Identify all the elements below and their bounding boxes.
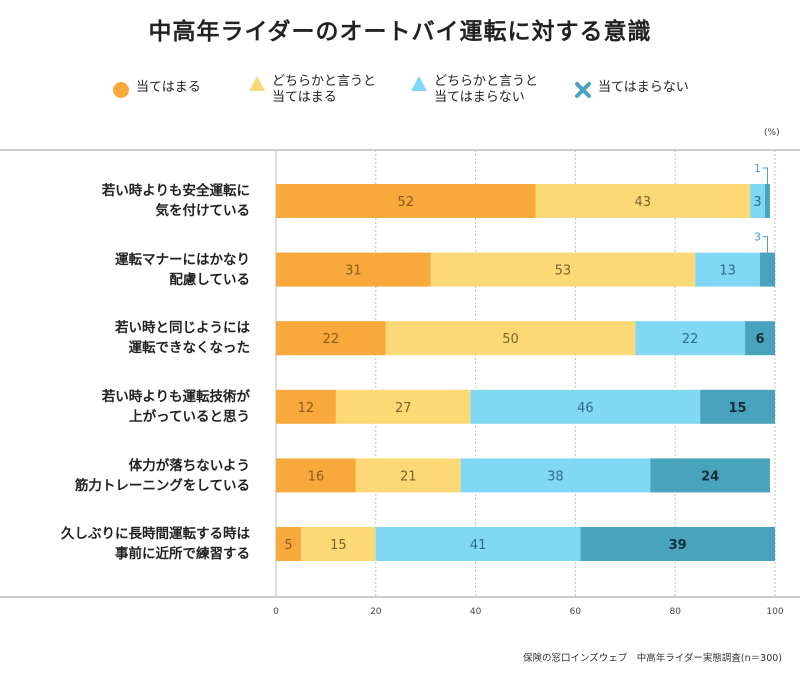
bar-segment bbox=[580, 527, 775, 561]
legend-label: どちらかと言うと 当てはまらない bbox=[434, 74, 538, 106]
bar-segment bbox=[276, 458, 356, 493]
category-label-3: 若い時よりも運転技術が 上がっていると思う bbox=[10, 387, 250, 427]
legend-label: 当てはまる bbox=[136, 80, 201, 95]
bar-segment bbox=[750, 184, 766, 218]
data-label: 41 bbox=[470, 538, 487, 553]
data-label: 22 bbox=[682, 332, 699, 347]
data-label: 22 bbox=[323, 332, 340, 347]
category-label-line: 若い時と同じようには bbox=[115, 320, 250, 336]
legend-triangle-icon bbox=[249, 76, 265, 91]
category-label-5: 久しぶりに長時間運転する時は 事前に近所で練習する bbox=[10, 524, 250, 564]
bar-segment bbox=[745, 321, 775, 356]
data-label: 5 bbox=[284, 538, 292, 553]
bar-segment bbox=[650, 458, 771, 493]
legend-label: どちらかと言うと 当てはまる bbox=[272, 74, 376, 106]
data-label: 6 bbox=[756, 332, 765, 347]
data-label: 24 bbox=[701, 469, 719, 484]
category-label-line: 気を付けている bbox=[155, 203, 251, 219]
bar-segment bbox=[385, 321, 636, 356]
data-label: 15 bbox=[729, 401, 747, 416]
bar-segment bbox=[276, 321, 386, 356]
callout-leader bbox=[762, 167, 769, 184]
x-tick-label: 60 bbox=[570, 607, 582, 617]
category-label-line: 筋力トレーニングをしている bbox=[74, 478, 250, 494]
callout-leader bbox=[762, 236, 769, 253]
data-label: 3 bbox=[753, 195, 761, 210]
data-label: 46 bbox=[577, 401, 594, 416]
data-label: 52 bbox=[397, 195, 414, 210]
data-label: 43 bbox=[634, 195, 651, 210]
category-label-2: 若い時と同じようには 運転できなくなった bbox=[10, 318, 250, 358]
legend-label-line: どちらかと言うと bbox=[434, 74, 539, 89]
bar-segment bbox=[300, 527, 376, 561]
bar-segment bbox=[276, 252, 431, 287]
bar-segment bbox=[460, 458, 651, 493]
data-label: 53 bbox=[555, 264, 572, 279]
callout-label: 1 bbox=[754, 162, 761, 175]
bar-segment bbox=[700, 389, 775, 424]
category-label-1: 運転マナーにはかなり 配慮している bbox=[10, 250, 250, 290]
bar-segment bbox=[375, 527, 581, 561]
bar-segment bbox=[355, 458, 461, 493]
bar-segment bbox=[276, 184, 536, 218]
source-note: 保険の窓口インズウェブ 中高年ライダー実態調査(n＝300) bbox=[523, 653, 782, 664]
x-tick-label: 100 bbox=[766, 607, 783, 617]
legend-item-atehamaranai: 当てはまらない bbox=[574, 80, 689, 99]
unit-label: (%) bbox=[764, 128, 780, 138]
bar-segment bbox=[335, 389, 471, 424]
data-label: 31 bbox=[345, 264, 362, 279]
bar-segment bbox=[535, 184, 751, 218]
legend-triangle-icon bbox=[411, 76, 427, 91]
data-label: 50 bbox=[502, 332, 519, 347]
category-label-line: 体力が落ちないよう bbox=[128, 458, 250, 474]
legend-label-line: 当てはまらない bbox=[434, 90, 525, 105]
bar-segment bbox=[635, 321, 746, 356]
category-label-line: 運転マナーにはかなり bbox=[115, 252, 250, 268]
legend-item-dochiraka-atehamaru: どちらかと言うと 当てはまる bbox=[248, 74, 376, 106]
chart-title: 中高年ライダーのオートバイ運転に対する意識 bbox=[148, 19, 652, 45]
x-tick-label: 40 bbox=[470, 607, 482, 617]
data-label: 13 bbox=[719, 264, 736, 279]
data-label: 27 bbox=[395, 401, 412, 416]
bar-segment bbox=[470, 389, 701, 424]
x-tick-label: 80 bbox=[669, 607, 681, 617]
legend-label-line: 当てはまる bbox=[272, 90, 337, 105]
category-label-line: 若い時よりも運転技術が bbox=[101, 389, 250, 405]
category-label-line: 久しぶりに長時間運転する時は bbox=[61, 526, 250, 542]
legend-label: 当てはまらない bbox=[598, 80, 689, 95]
data-label: 21 bbox=[400, 469, 417, 484]
x-tick-label: 20 bbox=[370, 607, 382, 617]
legend-circle-icon bbox=[113, 82, 129, 98]
legend-cross-icon bbox=[575, 82, 591, 98]
legend-item-atehamaru: 当てはまる bbox=[112, 80, 201, 99]
bar-segment bbox=[760, 252, 775, 287]
data-label: 38 bbox=[547, 469, 564, 484]
bar-segment bbox=[695, 252, 761, 287]
callout-label: 3 bbox=[754, 231, 761, 244]
category-label-line: 配慮している bbox=[169, 272, 250, 288]
category-label-line: 事前に近所で練習する bbox=[115, 546, 250, 562]
data-label: 16 bbox=[308, 469, 325, 484]
category-label-4: 体力が落ちないよう 筋力トレーニングをしている bbox=[10, 456, 250, 496]
data-label: 15 bbox=[330, 538, 347, 553]
legend-item-dochiraka-atehamaranai: どちらかと言うと 当てはまらない bbox=[410, 74, 538, 106]
bar-segment bbox=[430, 252, 696, 287]
category-label-0: 若い時よりも安全運転に 気を付けている bbox=[10, 181, 250, 221]
legend-label-line: どちらかと言うと bbox=[272, 74, 377, 89]
bar-segment bbox=[765, 184, 771, 218]
x-tick-label: 0 bbox=[273, 607, 279, 617]
data-label: 39 bbox=[669, 538, 687, 553]
category-label-line: 上がっていると思う bbox=[129, 409, 250, 425]
category-label-line: 運転できなくなった bbox=[128, 340, 251, 356]
bar-segment bbox=[276, 389, 336, 424]
data-label: 12 bbox=[298, 401, 315, 416]
category-label-line: 若い時よりも安全運転に bbox=[101, 183, 250, 199]
bar-segment bbox=[276, 527, 301, 561]
